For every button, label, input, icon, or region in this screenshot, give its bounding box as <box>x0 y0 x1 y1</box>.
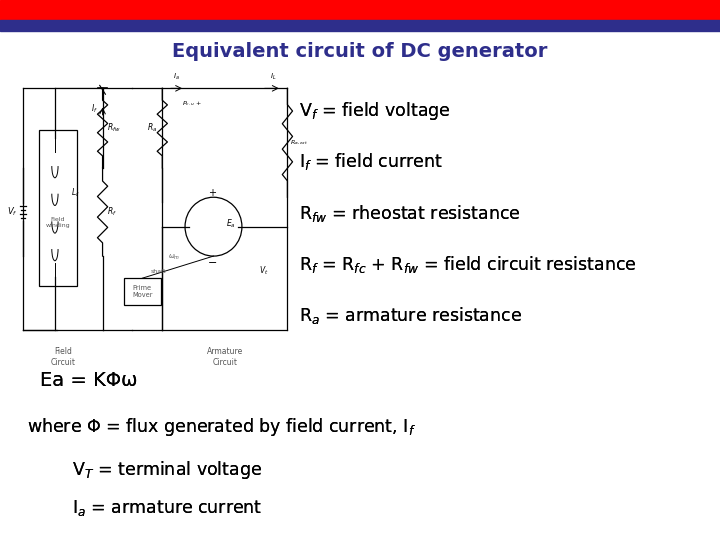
Text: Field
winding: Field winding <box>45 217 70 228</box>
Text: I$_a$ = armature current: I$_a$ = armature current <box>72 497 262 518</box>
Text: Prime
Mover: Prime Mover <box>132 285 153 298</box>
Text: R$_f$ = R$_{fc}$ + R$_{fw}$ = field circuit resistance: R$_f$ = R$_{fc}$ + R$_{fw}$ = field circ… <box>299 254 636 275</box>
Text: R$_{fw}$ = rheostat resistance: R$_{fw}$ = rheostat resistance <box>299 203 521 224</box>
FancyBboxPatch shape <box>124 278 161 305</box>
Text: $R_{a,ext}$: $R_{a,ext}$ <box>290 139 309 147</box>
Text: R$_a$ = armature resistance: R$_a$ = armature resistance <box>299 306 522 326</box>
Text: Ea = KΦω: Ea = KΦω <box>40 371 137 390</box>
Text: Armature
Circuit: Armature Circuit <box>207 347 243 367</box>
Text: R$_a$ = armature resistance: R$_a$ = armature resistance <box>299 306 522 326</box>
Text: I$_f$ = field current: I$_f$ = field current <box>299 152 442 172</box>
Text: R$_f$ = R$_{fc}$ + R$_{fw}$ = field circuit resistance: R$_f$ = R$_{fc}$ + R$_{fw}$ = field circ… <box>299 254 636 275</box>
Text: I$_a$ = armature current: I$_a$ = armature current <box>72 497 262 518</box>
Text: Equivalent circuit of DC generator: Equivalent circuit of DC generator <box>172 42 548 61</box>
Text: $R_a$: $R_a$ <box>147 122 157 134</box>
Text: $V_t$: $V_t$ <box>258 265 268 277</box>
Text: $P_{c.u}$ +: $P_{c.u}$ + <box>182 99 202 107</box>
FancyBboxPatch shape <box>39 130 77 286</box>
Text: where Φ = flux generated by field current, I$_f$: where Φ = flux generated by field curren… <box>27 416 416 437</box>
Text: V$_T$ = terminal voltage: V$_T$ = terminal voltage <box>72 459 262 481</box>
Text: V$_f$ = field voltage: V$_f$ = field voltage <box>299 100 451 122</box>
Text: $E_a$: $E_a$ <box>226 218 236 230</box>
Text: I$_f$ = field current: I$_f$ = field current <box>299 152 442 172</box>
Text: V$_f$ = field voltage: V$_f$ = field voltage <box>299 100 451 122</box>
Text: −: − <box>207 258 217 267</box>
Text: +: + <box>208 188 216 198</box>
Text: V$_T$ = terminal voltage: V$_T$ = terminal voltage <box>72 459 262 481</box>
Text: $V_f$: $V_f$ <box>7 206 17 218</box>
Text: shaft: shaft <box>151 269 166 274</box>
Text: $R_{fw}$: $R_{fw}$ <box>107 122 120 134</box>
Text: Field
Circuit: Field Circuit <box>50 347 76 367</box>
Text: R$_{fw}$ = rheostat resistance: R$_{fw}$ = rheostat resistance <box>299 203 521 224</box>
Text: where Φ = flux generated by field current, I$_f$: where Φ = flux generated by field curren… <box>27 416 416 437</box>
Text: $\omega_m$: $\omega_m$ <box>168 253 180 262</box>
Text: $I_L$: $I_L$ <box>270 72 276 82</box>
Text: $L_f$: $L_f$ <box>71 187 79 199</box>
Bar <box>0 0 720 20</box>
Bar <box>0 20 720 31</box>
Text: $I_f$: $I_f$ <box>91 103 97 115</box>
Text: $I_a$: $I_a$ <box>173 72 180 82</box>
Text: $R_f$: $R_f$ <box>107 206 117 218</box>
Text: Ea = KΦω: Ea = KΦω <box>40 371 137 390</box>
